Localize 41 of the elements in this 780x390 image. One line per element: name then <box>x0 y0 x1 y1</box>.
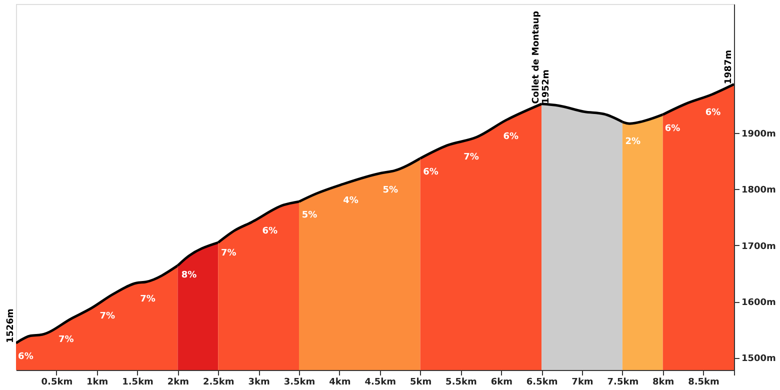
annotation: 6% <box>423 167 438 178</box>
annotation: 5% <box>382 185 398 196</box>
x-tick-label: 2.5km <box>202 378 234 388</box>
y-tick-label: 1600m <box>742 298 776 308</box>
x-tick-label: 7.5km <box>607 378 639 388</box>
x-tick-label: 7km <box>572 378 594 388</box>
x-tick-label: 5.5km <box>446 378 477 388</box>
y-tick-label: 1700m <box>742 242 776 252</box>
annotation: 4% <box>343 196 358 206</box>
x-tick-label: 8.5km <box>688 378 720 388</box>
x-tick-label: 4.5km <box>364 378 396 388</box>
annotation: 6% <box>664 124 680 134</box>
annotation: 7% <box>464 152 479 163</box>
x-tick-label: 6.5km <box>526 378 558 388</box>
annotation: 7% <box>140 294 156 305</box>
y-tick-label: 1500m <box>742 354 776 364</box>
x-tick-label: 8km <box>652 378 674 388</box>
annotation: 1526m <box>6 308 16 344</box>
y-tick-label: 1800m <box>742 186 776 196</box>
x-tick-label: 5km <box>410 378 432 388</box>
x-tick-label: 4km <box>329 378 351 388</box>
annotation: 7% <box>221 248 236 259</box>
y-tick-label: 1900m <box>742 130 776 140</box>
annotation: Collet de Montaup 1952m <box>532 10 552 104</box>
annotation: 6% <box>705 108 721 118</box>
x-tick-label: 1.5km <box>122 378 154 388</box>
annotation: 8% <box>181 270 197 281</box>
annotation: 5% <box>302 210 318 221</box>
annotation: 7% <box>100 312 116 322</box>
annotation: 7% <box>58 335 74 346</box>
x-tick-label: 3.5km <box>284 378 316 388</box>
annotation: 6% <box>503 132 518 142</box>
annotation: 6% <box>18 352 34 362</box>
x-tick-label: 3km <box>248 378 270 388</box>
annotation: 6% <box>262 226 278 236</box>
x-tick-label: 6km <box>490 378 512 388</box>
annotation: 1987m <box>724 50 734 84</box>
x-tick-label: 0.5km <box>41 378 73 388</box>
x-tick-label: 1km <box>86 378 108 388</box>
x-tick-label: 2km <box>167 378 190 388</box>
annotation: 2% <box>625 137 641 148</box>
